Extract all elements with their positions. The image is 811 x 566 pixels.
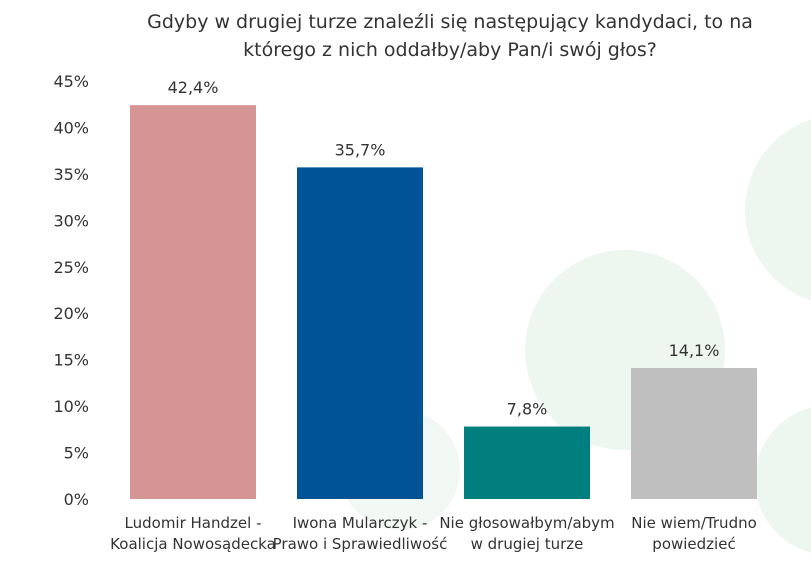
y-tick-label: 30% [53,211,89,230]
x-category-label: Nie wiem/Trudno [631,514,757,532]
y-tick-label: 20% [53,304,89,323]
x-category-label: Koalicja Nowosądecka [110,535,276,553]
bar [130,105,256,499]
x-category-label: Nie głosowałbym/abym [439,514,614,532]
y-axis: 0% 5% 10% 15% 20% 25% 30% 35% 40% 45% [53,72,89,509]
chart-title: Gdyby w drugiej turze znaleźli się nastę… [147,11,753,61]
x-category-label: Prawo i Sprawiedliwość [273,535,448,553]
bar-value-label: 42,4% [168,78,219,97]
y-tick-label: 10% [53,397,89,416]
x-category-label: powiedzieć [652,535,735,553]
bar [464,426,590,499]
bar [631,368,757,499]
y-tick-label: 15% [53,351,89,370]
bar-value-label: 35,7% [335,140,386,159]
x-category-label: w drugiej turze [471,535,584,553]
y-tick-label: 35% [53,165,89,184]
data-labels: 42,4% 35,7% 7,8% 14,1% [168,78,720,418]
y-tick-label: 0% [64,490,89,509]
y-tick-label: 25% [53,258,89,277]
y-tick-label: 40% [53,118,89,137]
x-category-label: Ludomir Handzel - [125,514,262,532]
bar [297,167,423,500]
y-tick-label: 45% [53,72,89,91]
bar-value-label: 14,1% [669,341,720,360]
bars [130,105,757,500]
x-axis: Ludomir Handzel - Koalicja Nowosądecka Iwo… [110,514,757,553]
bar-value-label: 7,8% [507,400,548,419]
y-tick-label: 5% [64,444,89,463]
x-category-label: Iwona Mularczyk - [293,514,428,532]
